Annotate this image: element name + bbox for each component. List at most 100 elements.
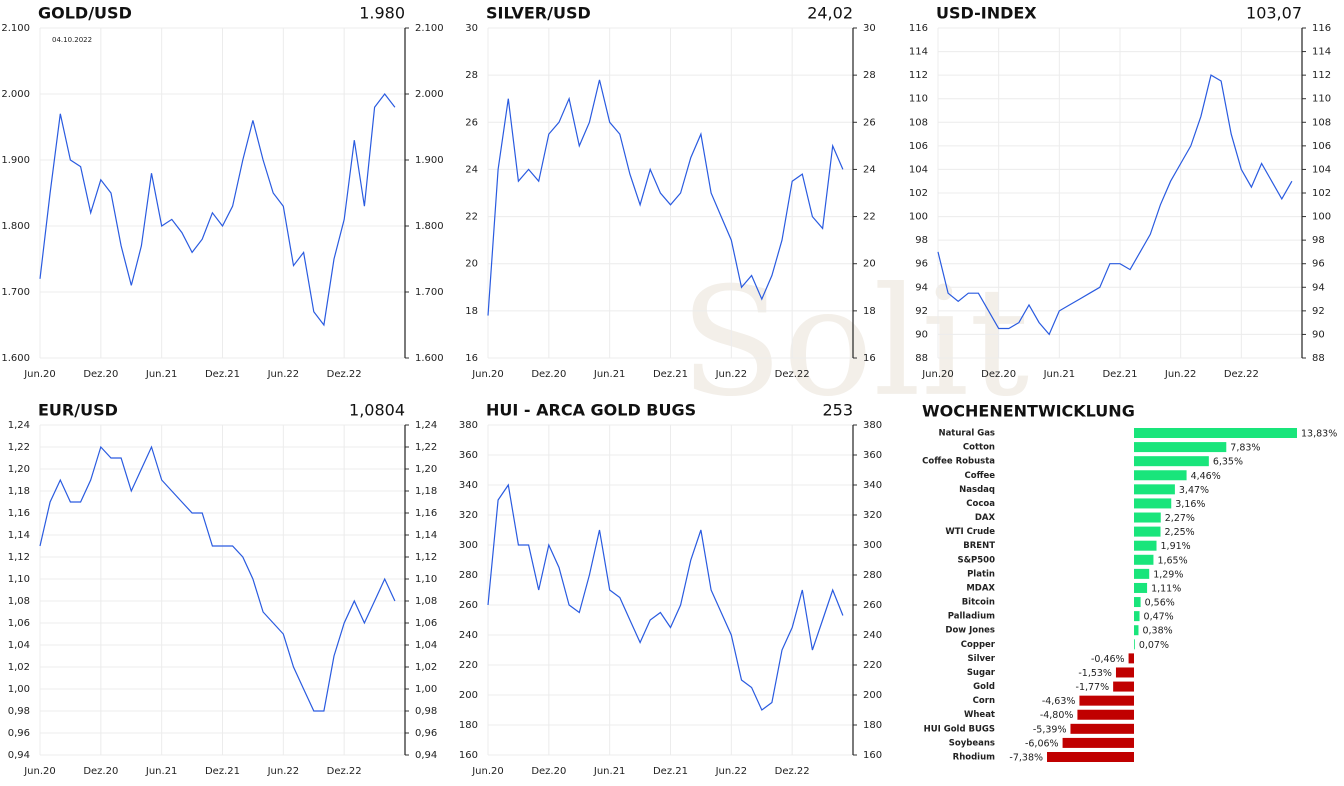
y2-tick-label: 1.800: [415, 221, 444, 232]
value-label: 2,25%: [1165, 527, 1195, 538]
y-tick-label: 100: [909, 212, 928, 223]
y2-tick-label: 2.000: [415, 89, 444, 100]
y2-tick-label: 26: [863, 117, 876, 128]
y-tick-label: 1,18: [8, 486, 30, 497]
last-value: 253: [822, 401, 853, 420]
value-label: -4,80%: [1040, 710, 1074, 721]
price-line: [39, 445, 396, 712]
y-tick-label: 88: [915, 353, 928, 364]
chart-title: HUI - ARCA GOLD BUGS: [486, 401, 696, 420]
bar: [1134, 428, 1297, 438]
y2-tick-label: 92: [1312, 306, 1325, 317]
value-label: 0,56%: [1145, 598, 1175, 609]
bar-label: Bitcoin: [962, 598, 995, 608]
y-tick-label: 1,14: [8, 530, 30, 541]
bar-label: Coffee: [965, 471, 996, 481]
value-label: 3,47%: [1179, 485, 1209, 496]
y-tick-label: 108: [909, 117, 928, 128]
y2-tick-label: 1,00: [415, 684, 437, 695]
y-tick-label: 1,06: [8, 618, 30, 629]
y-tick-label: 1.600: [1, 353, 30, 364]
annotation: 04.10.2022: [52, 36, 92, 44]
x-tick-label: Dez.20: [531, 766, 566, 777]
watermark: Solit: [680, 256, 1029, 430]
y2-tick-label: 100: [1312, 212, 1331, 223]
y2-tick-label: 1,20: [415, 464, 437, 475]
value-label: 1,29%: [1153, 569, 1183, 580]
chart-title: GOLD/USD: [38, 4, 132, 23]
y-tick-label: 104: [909, 164, 928, 175]
value-label: 6,35%: [1213, 457, 1243, 468]
x-tick-label: Jun.20: [471, 766, 504, 777]
price-line: [39, 93, 396, 327]
y2-tick-label: 1,14: [415, 530, 437, 541]
x-tick-label: Jun.21: [593, 369, 626, 380]
value-label: 0,07%: [1139, 640, 1169, 651]
x-tick-label: Jun.21: [593, 766, 626, 777]
bar-label: Nasdaq: [959, 485, 995, 495]
bar-label: MDAX: [966, 583, 995, 593]
price-line: [487, 79, 844, 316]
bar: [1134, 456, 1209, 467]
y2-tick-label: 220: [863, 660, 882, 671]
y-tick-label: 360: [459, 450, 478, 461]
y-tick-label: 340: [459, 480, 478, 491]
bar: [1134, 526, 1161, 537]
y2-tick-label: 28: [863, 70, 876, 81]
y-tick-label: 26: [465, 117, 478, 128]
value-label: 0,47%: [1144, 612, 1174, 623]
y2-tick-label: 260: [863, 600, 882, 611]
y-tick-label: 28: [465, 70, 478, 81]
y-tick-label: 240: [459, 630, 478, 641]
y2-tick-label: 300: [863, 540, 882, 551]
value-label: -6,06%: [1025, 738, 1059, 749]
y-tick-label: 0,94: [8, 750, 30, 761]
bar: [1134, 442, 1227, 453]
x-tick-label: Dez.21: [653, 766, 688, 777]
y-tick-label: 1.900: [1, 155, 30, 166]
y2-tick-label: 114: [1312, 47, 1331, 58]
bar-label: Platin: [967, 569, 995, 579]
bar: [1134, 568, 1150, 579]
bar: [1113, 681, 1134, 692]
y2-tick-label: 280: [863, 570, 882, 581]
price-line: [487, 483, 844, 711]
y2-tick-label: 2.100: [415, 23, 444, 34]
x-tick-label: Dez.21: [205, 369, 240, 380]
y2-tick-label: 1,22: [415, 442, 437, 453]
y2-tick-label: 104: [1312, 164, 1331, 175]
x-tick-label: Dez.22: [1224, 369, 1259, 380]
bar: [1134, 498, 1172, 509]
y2-tick-label: 360: [863, 450, 882, 461]
y2-tick-label: 90: [1312, 329, 1325, 340]
y-tick-label: 380: [459, 420, 478, 431]
y2-tick-label: 1,06: [415, 618, 437, 629]
chart-title: EUR/USD: [38, 401, 118, 420]
y-tick-label: 18: [465, 306, 478, 317]
y2-tick-label: 1,18: [415, 486, 437, 497]
value-label: -1,77%: [1076, 682, 1110, 693]
x-tick-label: Jun.21: [145, 766, 178, 777]
value-label: 1,91%: [1161, 541, 1191, 552]
y-tick-label: 320: [459, 510, 478, 521]
x-tick-label: Dez.20: [531, 369, 566, 380]
x-tick-label: Jun.22: [267, 369, 300, 380]
x-tick-label: Dez.20: [83, 369, 118, 380]
y-tick-label: 1,24: [8, 420, 30, 431]
y-tick-label: 98: [915, 235, 928, 246]
y-tick-label: 0,96: [8, 728, 30, 739]
bar-label: Silver: [968, 654, 996, 664]
y-tick-label: 260: [459, 600, 478, 611]
x-tick-label: Jun.22: [715, 369, 748, 380]
bar-label: Natural Gas: [938, 429, 995, 439]
y-tick-label: 180: [459, 720, 478, 731]
y2-tick-label: 96: [1312, 259, 1325, 270]
x-tick-label: Dez.20: [981, 369, 1016, 380]
x-tick-label: Dez.22: [327, 766, 362, 777]
y-tick-label: 20: [465, 259, 478, 270]
x-tick-label: Dez.21: [205, 766, 240, 777]
bar: [1134, 625, 1139, 636]
y2-tick-label: 0,98: [415, 706, 437, 717]
value-label: 7,83%: [1230, 443, 1260, 454]
